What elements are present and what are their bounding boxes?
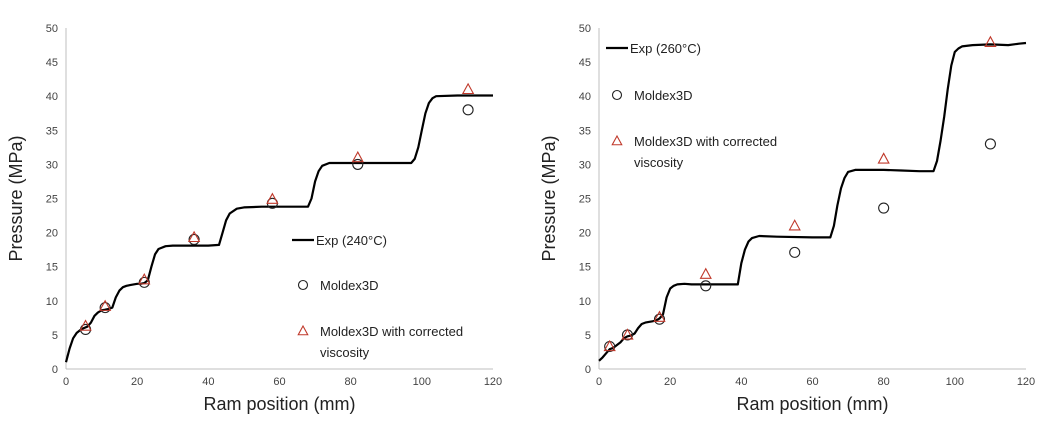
chart2-moldex-point [789, 246, 801, 258]
chart1-corrected-point [351, 150, 364, 163]
chart2-moldex-point [878, 202, 890, 214]
chart2-legend-label: Exp (260°C) [630, 41, 701, 56]
chart1-legend-label: Moldex3D [320, 278, 379, 293]
chart1-y-axis-label: Pressure (MPa) [6, 135, 26, 261]
chart2-legend-label: Moldex3D with corrected viscosity [634, 134, 777, 170]
chart1-x-tick-label: 20 [131, 376, 143, 388]
chart1-y-tick-label: 15 [46, 262, 58, 274]
chart1-x-tick-label: 0 [63, 376, 69, 388]
chart2-corrected-point [603, 339, 616, 352]
chart1-corrected-point [461, 82, 475, 95]
chart1-y-tick-label: 40 [46, 91, 58, 103]
chart2-corrected-point [621, 328, 634, 340]
chart1-y-tick-label: 25 [46, 194, 58, 206]
chart1-corrected-point [79, 319, 92, 331]
chart1-x-tick-label: 60 [273, 376, 285, 388]
chart2-moldex-point [984, 138, 996, 150]
chart2-corrected-point [877, 152, 890, 164]
chart2-corrected-point [653, 310, 666, 322]
chart2-legend-circle-symbol [611, 89, 623, 101]
chart1-y-tick-label: 10 [46, 296, 58, 308]
chart1-moldex-point [188, 233, 200, 245]
chart2-x-tick-label: 80 [878, 376, 890, 388]
chart2-y-tick-label: 0 [585, 364, 591, 376]
chart1-exp-line [64, 94, 493, 363]
chart1-moldex-point [462, 104, 474, 116]
chart1-y-tick-label: 5 [52, 330, 58, 342]
chart1-corrected-point [187, 230, 201, 243]
chart2-y-tick-label: 35 [579, 125, 591, 137]
chart2-x-tick-label: 120 [1017, 376, 1035, 388]
chart1-y-tick-label: 0 [52, 364, 58, 376]
chart2-x-tick-label: 20 [664, 376, 676, 388]
chart1-x-tick-label: 100 [413, 376, 431, 388]
chart1-x-tick-label: 80 [345, 376, 357, 388]
chart2-y-tick-label: 10 [579, 296, 591, 308]
chart2-y-tick-label: 15 [579, 262, 591, 274]
chart1-y-tick-label: 35 [46, 125, 58, 137]
chart2-y-tick-label: 30 [579, 159, 591, 171]
chart1-moldex-point [352, 158, 364, 170]
chart2-x-tick-label: 0 [596, 376, 602, 388]
chart1-legend-label: Moldex3D with corrected viscosity [320, 324, 463, 360]
chart1-legend-triangle-symbol [297, 324, 309, 336]
chart1-corrected-point [266, 192, 279, 204]
chart2-corrected-point [788, 219, 801, 231]
chart1-y-tick-label: 30 [46, 159, 58, 171]
chart2-y-tick-label: 40 [579, 91, 591, 103]
chart2-y-tick-label: 50 [579, 23, 591, 35]
chart2-x-axis-label: Ram position (mm) [736, 394, 888, 414]
chart1-y-tick-label: 20 [46, 228, 58, 240]
chart2-y-tick-label: 25 [579, 194, 591, 206]
chart2-moldex-point [700, 280, 712, 292]
chart1-y-tick-label: 45 [46, 57, 58, 69]
chart2-legend-triangle-symbol [611, 134, 623, 146]
chart2-x-tick-label: 100 [946, 376, 964, 388]
chart1-x-axis-label: Ram position (mm) [203, 394, 355, 414]
chart1-corrected-point [98, 299, 112, 311]
chart2-exp-line [598, 41, 1027, 362]
chart2-y-tick-label: 5 [585, 330, 591, 342]
chart2-corrected-point [984, 35, 997, 47]
chart2-y-tick-label: 20 [579, 228, 591, 240]
chart1-x-tick-label: 120 [484, 376, 502, 388]
chart2-x-tick-label: 60 [806, 376, 818, 388]
chart2-legend-label: Moldex3D [634, 88, 693, 103]
chart1-corrected-point [138, 273, 151, 285]
chart1-x-tick-label: 40 [202, 376, 214, 388]
chart1-legend-circle-symbol [297, 279, 309, 291]
chart2-y-tick-label: 45 [579, 57, 591, 69]
chart2-moldex-point [653, 313, 666, 325]
chart1-moldex-point [99, 302, 111, 314]
chart2-corrected-point [699, 267, 712, 279]
chart1-y-tick-label: 50 [46, 23, 58, 35]
chart2-y-axis-label: Pressure (MPa) [539, 135, 559, 261]
chart2-x-tick-label: 40 [735, 376, 747, 388]
chart1-legend-label: Exp (240°C) [316, 233, 387, 248]
